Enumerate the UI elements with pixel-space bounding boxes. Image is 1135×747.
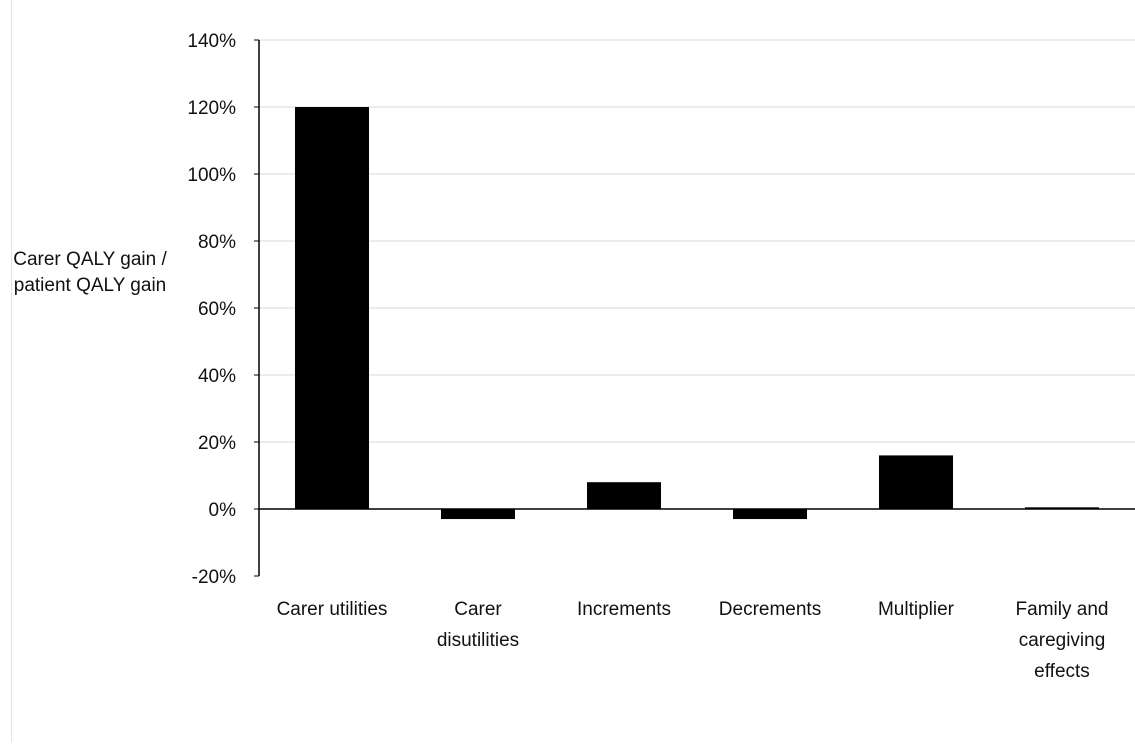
bar <box>733 509 807 520</box>
y-tick-label: 20% <box>198 433 236 454</box>
x-tick-label: Carer utilities <box>276 599 388 620</box>
y-tick-label: 0% <box>209 500 237 521</box>
frame-divider <box>11 0 12 742</box>
y-axis-label: Carer QALY gain / patient QALY gain <box>13 249 167 296</box>
x-tick-label: Multiplier <box>877 599 955 620</box>
bar <box>1025 507 1099 509</box>
bar <box>587 482 661 509</box>
x-tick-label: Carer disutilities <box>436 599 520 651</box>
x-tick-label: Increments <box>577 599 671 620</box>
bar <box>295 107 369 509</box>
y-tick-label: 140% <box>187 31 236 52</box>
x-tick-label: Decrements <box>718 599 822 620</box>
bar <box>879 455 953 509</box>
y-tick-label: 60% <box>198 299 236 320</box>
y-tick-label: 100% <box>187 165 236 186</box>
y-tick-label: 80% <box>198 232 236 253</box>
x-tick-label: Family and caregiving effects <box>1015 599 1109 682</box>
y-tick-label: -20% <box>192 567 236 588</box>
bar <box>441 509 515 520</box>
y-tick-label: 40% <box>198 366 236 387</box>
y-tick-label: 120% <box>187 98 236 119</box>
